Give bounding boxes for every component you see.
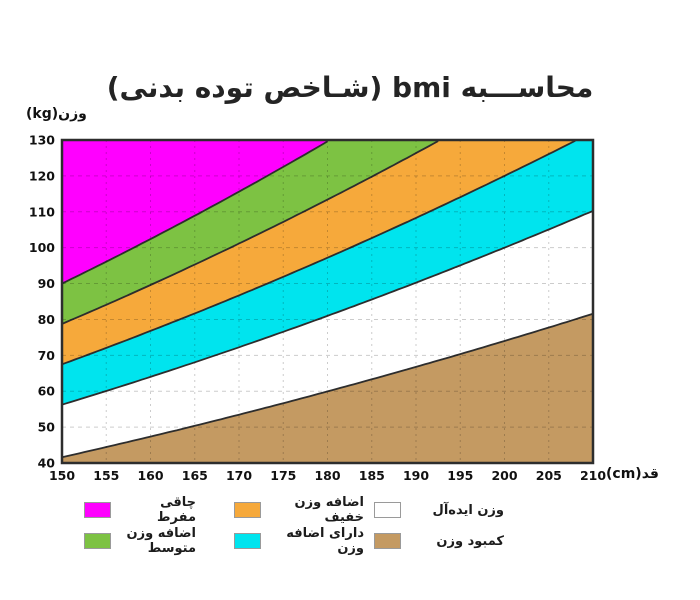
x-tick-label: 205 [536,468,562,483]
y-tick-label: 60 [38,384,56,399]
y-tick-label: 80 [38,312,56,327]
bmi-boundary-line [61,140,328,285]
legend-label: دارای اضافه وزن [286,526,364,556]
bmi-boundary-line [61,139,576,366]
y-tick-label: 40 [38,456,56,471]
x-tick-label: 195 [447,468,473,483]
x-tick-label: 180 [314,468,340,483]
legend-label: اضافه وزن خفیف [294,495,364,525]
legend-label: کمبود وزن [436,533,504,549]
y-tick-label: 90 [38,276,56,291]
y-tick-label: 130 [29,133,55,148]
legend-swatch-moderate-overweight [84,533,111,549]
legend-swatch-overweight [234,533,261,549]
y-tick-label: 120 [29,168,55,183]
legend-item-underweight: کمبود وزن [374,532,534,550]
x-tick-label: 185 [359,468,385,483]
y-tick-label: 50 [38,420,56,435]
legend-label: وزن ایده‌آل [432,502,504,518]
x-tick-label: 155 [93,468,119,483]
legend: چاقی مفرط اضافه وزن خفیف وزن ایده‌آل اضا… [84,495,534,556]
legend-label: اضافه وزن متوسط [126,526,196,556]
legend-item-ideal-weight: وزن ایده‌آل [374,501,534,519]
legend-item-moderate-overweight: اضافه وزن متوسط [84,526,234,556]
legend-swatch-ideal-weight [374,502,401,518]
legend-item-severe-obesity: چاقی مفرط [84,495,234,525]
legend-swatch-underweight [374,533,401,549]
bmi-boundary-line [61,140,439,325]
bmi-boundary-line [61,210,594,406]
y-axis-label: وزن(kg) [26,106,87,122]
legend-item-overweight: دارای اضافه وزن [234,526,374,556]
chart-band [62,313,593,463]
legend-swatch-severe-obesity [84,502,111,518]
x-tick-label: 165 [182,468,208,483]
x-tick-label: 170 [226,468,252,483]
x-tick-label: 150 [49,468,75,483]
legend-label: چاقی مفرط [157,495,196,525]
legend-swatch-mild-overweight [234,502,261,518]
y-tick-label: 110 [29,204,55,219]
page-title: محاســـبه bmi (شـاخص توده بدنی) [106,70,594,104]
x-axis-label: قد(cm) [606,466,659,482]
y-tick-label: 100 [29,240,55,255]
y-tick-label: 70 [38,348,56,363]
plot-border [60,138,595,465]
x-tick-label: 200 [491,468,517,483]
x-tick-label: 175 [270,468,296,483]
legend-item-mild-overweight: اضافه وزن خفیف [234,495,374,525]
x-tick-label: 190 [403,468,429,483]
bmi-boundary-line [61,312,594,459]
x-tick-label: 160 [137,468,163,483]
x-tick-label: 210 [580,468,606,483]
bmi-chart: 150 155 160 165 170 175 180 185 190 195 200 205 210 4… [29,133,606,484]
